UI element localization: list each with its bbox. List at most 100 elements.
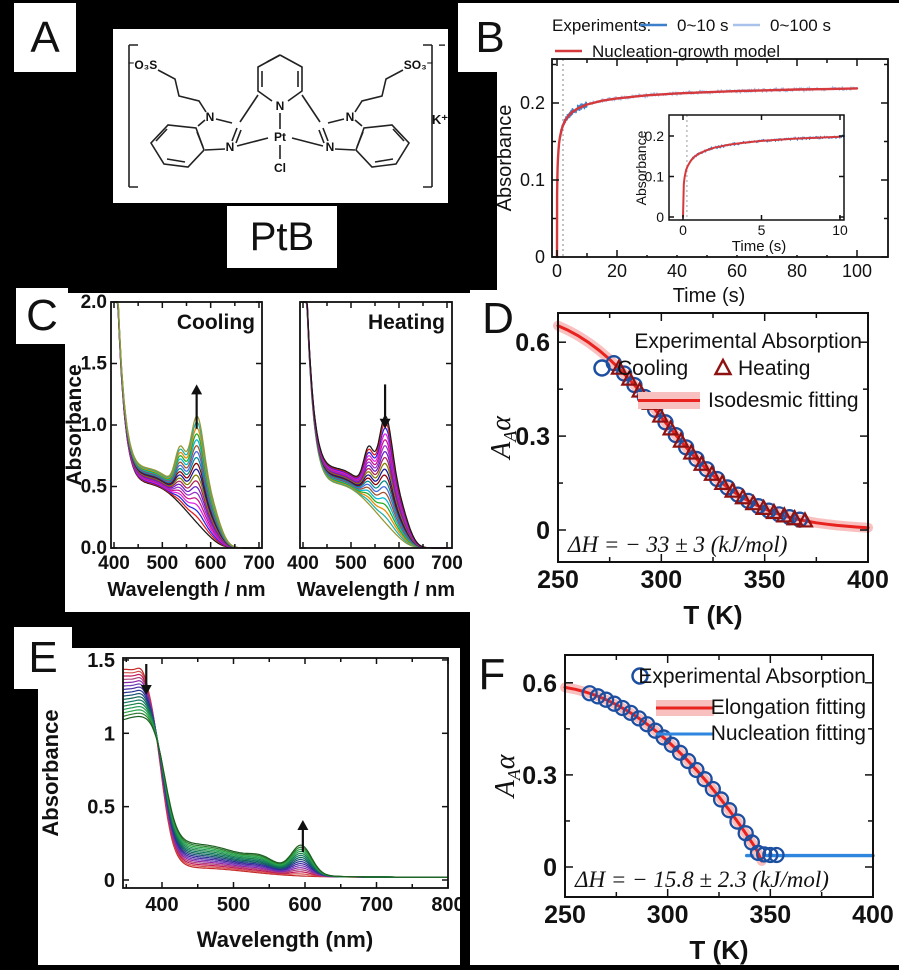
x-tick-label: 350	[749, 901, 791, 929]
data-point-circle	[712, 791, 730, 808]
y-tick-label: 0	[104, 870, 115, 892]
axis-box	[122, 657, 449, 889]
panel-label-f: F	[478, 650, 506, 699]
pyridine-double-bonds	[261, 54, 299, 87]
axis-box	[551, 58, 889, 258]
data-point-circle	[696, 771, 713, 788]
structure-bonds	[128, 44, 433, 188]
inset-y-tick-label: 0.1	[645, 169, 665, 185]
data-point-circle	[721, 802, 738, 819]
panel-e-bg	[38, 648, 460, 965]
data-point-circle	[680, 752, 697, 770]
x-tick-label: 80	[787, 261, 807, 281]
data-point-circle	[589, 688, 607, 705]
left-sulfonate-label: ⁻O₃S	[128, 58, 157, 72]
y-tick-label: 0.3	[522, 762, 557, 790]
legend-circle-experimental	[631, 667, 649, 685]
inset-x-tick-label: 5	[758, 222, 766, 238]
panel-c-label-box	[16, 288, 68, 344]
data-point-circle	[614, 699, 631, 717]
legend-triangle-heating	[713, 357, 733, 376]
legend-label-model: Nucleation-growth model	[592, 42, 780, 61]
legend-label-exp10: 0~10 s	[677, 16, 729, 35]
x-tick-label: 700	[243, 553, 275, 574]
panel-label-b: B	[475, 13, 505, 62]
x-tick-label: 20	[607, 261, 627, 281]
x-tick-label: 500	[146, 553, 178, 574]
platinum-bonds	[236, 113, 324, 159]
up-arrow-head	[191, 384, 203, 395]
data-point-triangle	[765, 502, 783, 520]
panel-e-label-box	[14, 627, 72, 689]
spectrum-curve	[122, 705, 448, 878]
panel-b-kinetics-chart: Experiments: 0~10 s 0~100 s Nucleation-grow…	[497, 16, 889, 307]
y-axis-label: Absorbance	[38, 709, 63, 836]
spectrum-curve	[122, 670, 448, 878]
inset-x-tick-label: 10	[832, 222, 848, 238]
inset-model-curve	[682, 135, 841, 218]
panel-label-a: A	[30, 13, 60, 62]
data-point-triangle	[723, 481, 742, 498]
y-tick-label: 0	[543, 854, 557, 882]
spectrum-curve	[122, 667, 448, 878]
n-left-top-label: N	[206, 110, 215, 124]
y-tick-label: 1	[104, 723, 115, 745]
x-tick-label: 40	[667, 261, 687, 281]
x-tick-label: 350	[744, 566, 786, 594]
fit-line	[556, 324, 870, 530]
spectrum-curve	[122, 699, 448, 878]
spectrum-curve	[302, 301, 448, 549]
spectrum-curve	[122, 696, 448, 878]
data-point-circle	[768, 846, 785, 864]
x-tick-label: 600	[195, 553, 227, 574]
data-point-triangle	[775, 506, 794, 523]
x-tick-label: 500	[335, 553, 367, 574]
x-tick-label: 300	[640, 566, 682, 594]
right-alkyl-chain	[354, 69, 404, 113]
y-tick-label: 0	[536, 517, 550, 545]
left-bracket	[128, 44, 138, 188]
data-point-triangle	[703, 464, 721, 481]
legend-circle-cooling	[593, 359, 611, 377]
compound-name-label: PtB	[227, 206, 337, 268]
right-imidazole-ring	[322, 118, 363, 151]
fit-line	[563, 685, 764, 863]
data-point-triangle	[661, 419, 680, 436]
x-axis-label: Wavelength / nm	[107, 579, 265, 601]
spectrum-curve	[122, 715, 448, 878]
x-tick-label: 800	[431, 894, 460, 916]
y-tick-label: 1.5	[87, 650, 115, 672]
legend-label-nucleation: Nucleation fitting	[711, 722, 866, 745]
axis-box	[564, 654, 874, 898]
right-benzene-ring	[355, 124, 411, 168]
data-point-circle	[671, 744, 689, 761]
x-tick-label: 250	[544, 901, 586, 929]
spectrum-curve	[122, 680, 448, 878]
chemical-structure-drawing: N N N N N Pt Cl ⁻O₃S SO₃⁻ K⁺ −	[128, 38, 448, 188]
x-axis-label: Time (s)	[673, 285, 746, 307]
y-tick-label: 0	[535, 247, 545, 267]
x-axis-label: Wavelength (nm)	[197, 927, 373, 952]
y-axis-label: Absorbance	[65, 364, 86, 485]
spectrum-curve	[122, 673, 448, 878]
experiment-trace-1	[556, 101, 588, 197]
x-tick-label: 300	[647, 901, 689, 929]
x-axis-label: T (K)	[689, 935, 748, 965]
spectrum-curve	[122, 709, 448, 878]
y-tick-label: 0.5	[81, 477, 108, 498]
spectrum-curve	[122, 702, 448, 878]
right-benzene-double-bonds	[356, 128, 405, 163]
axis-box	[668, 114, 845, 221]
y-tick-label: 0.1	[520, 170, 545, 190]
y-tick-label: 2.0	[81, 293, 107, 313]
model-curve	[555, 87, 859, 259]
y-tick-label: 0.5	[87, 797, 115, 819]
data-point-triangle	[734, 487, 752, 505]
panel-c-spectra-chart: 400 500 600 700 Wavelength / nm Cooling 400 500…	[65, 293, 463, 601]
data-point-triangle	[610, 358, 628, 375]
inset-x-axis-label: Time (s)	[732, 238, 786, 255]
spectrum-curve	[122, 689, 448, 878]
x-tick-label: 600	[288, 894, 321, 916]
data-point-circle	[756, 846, 773, 863]
